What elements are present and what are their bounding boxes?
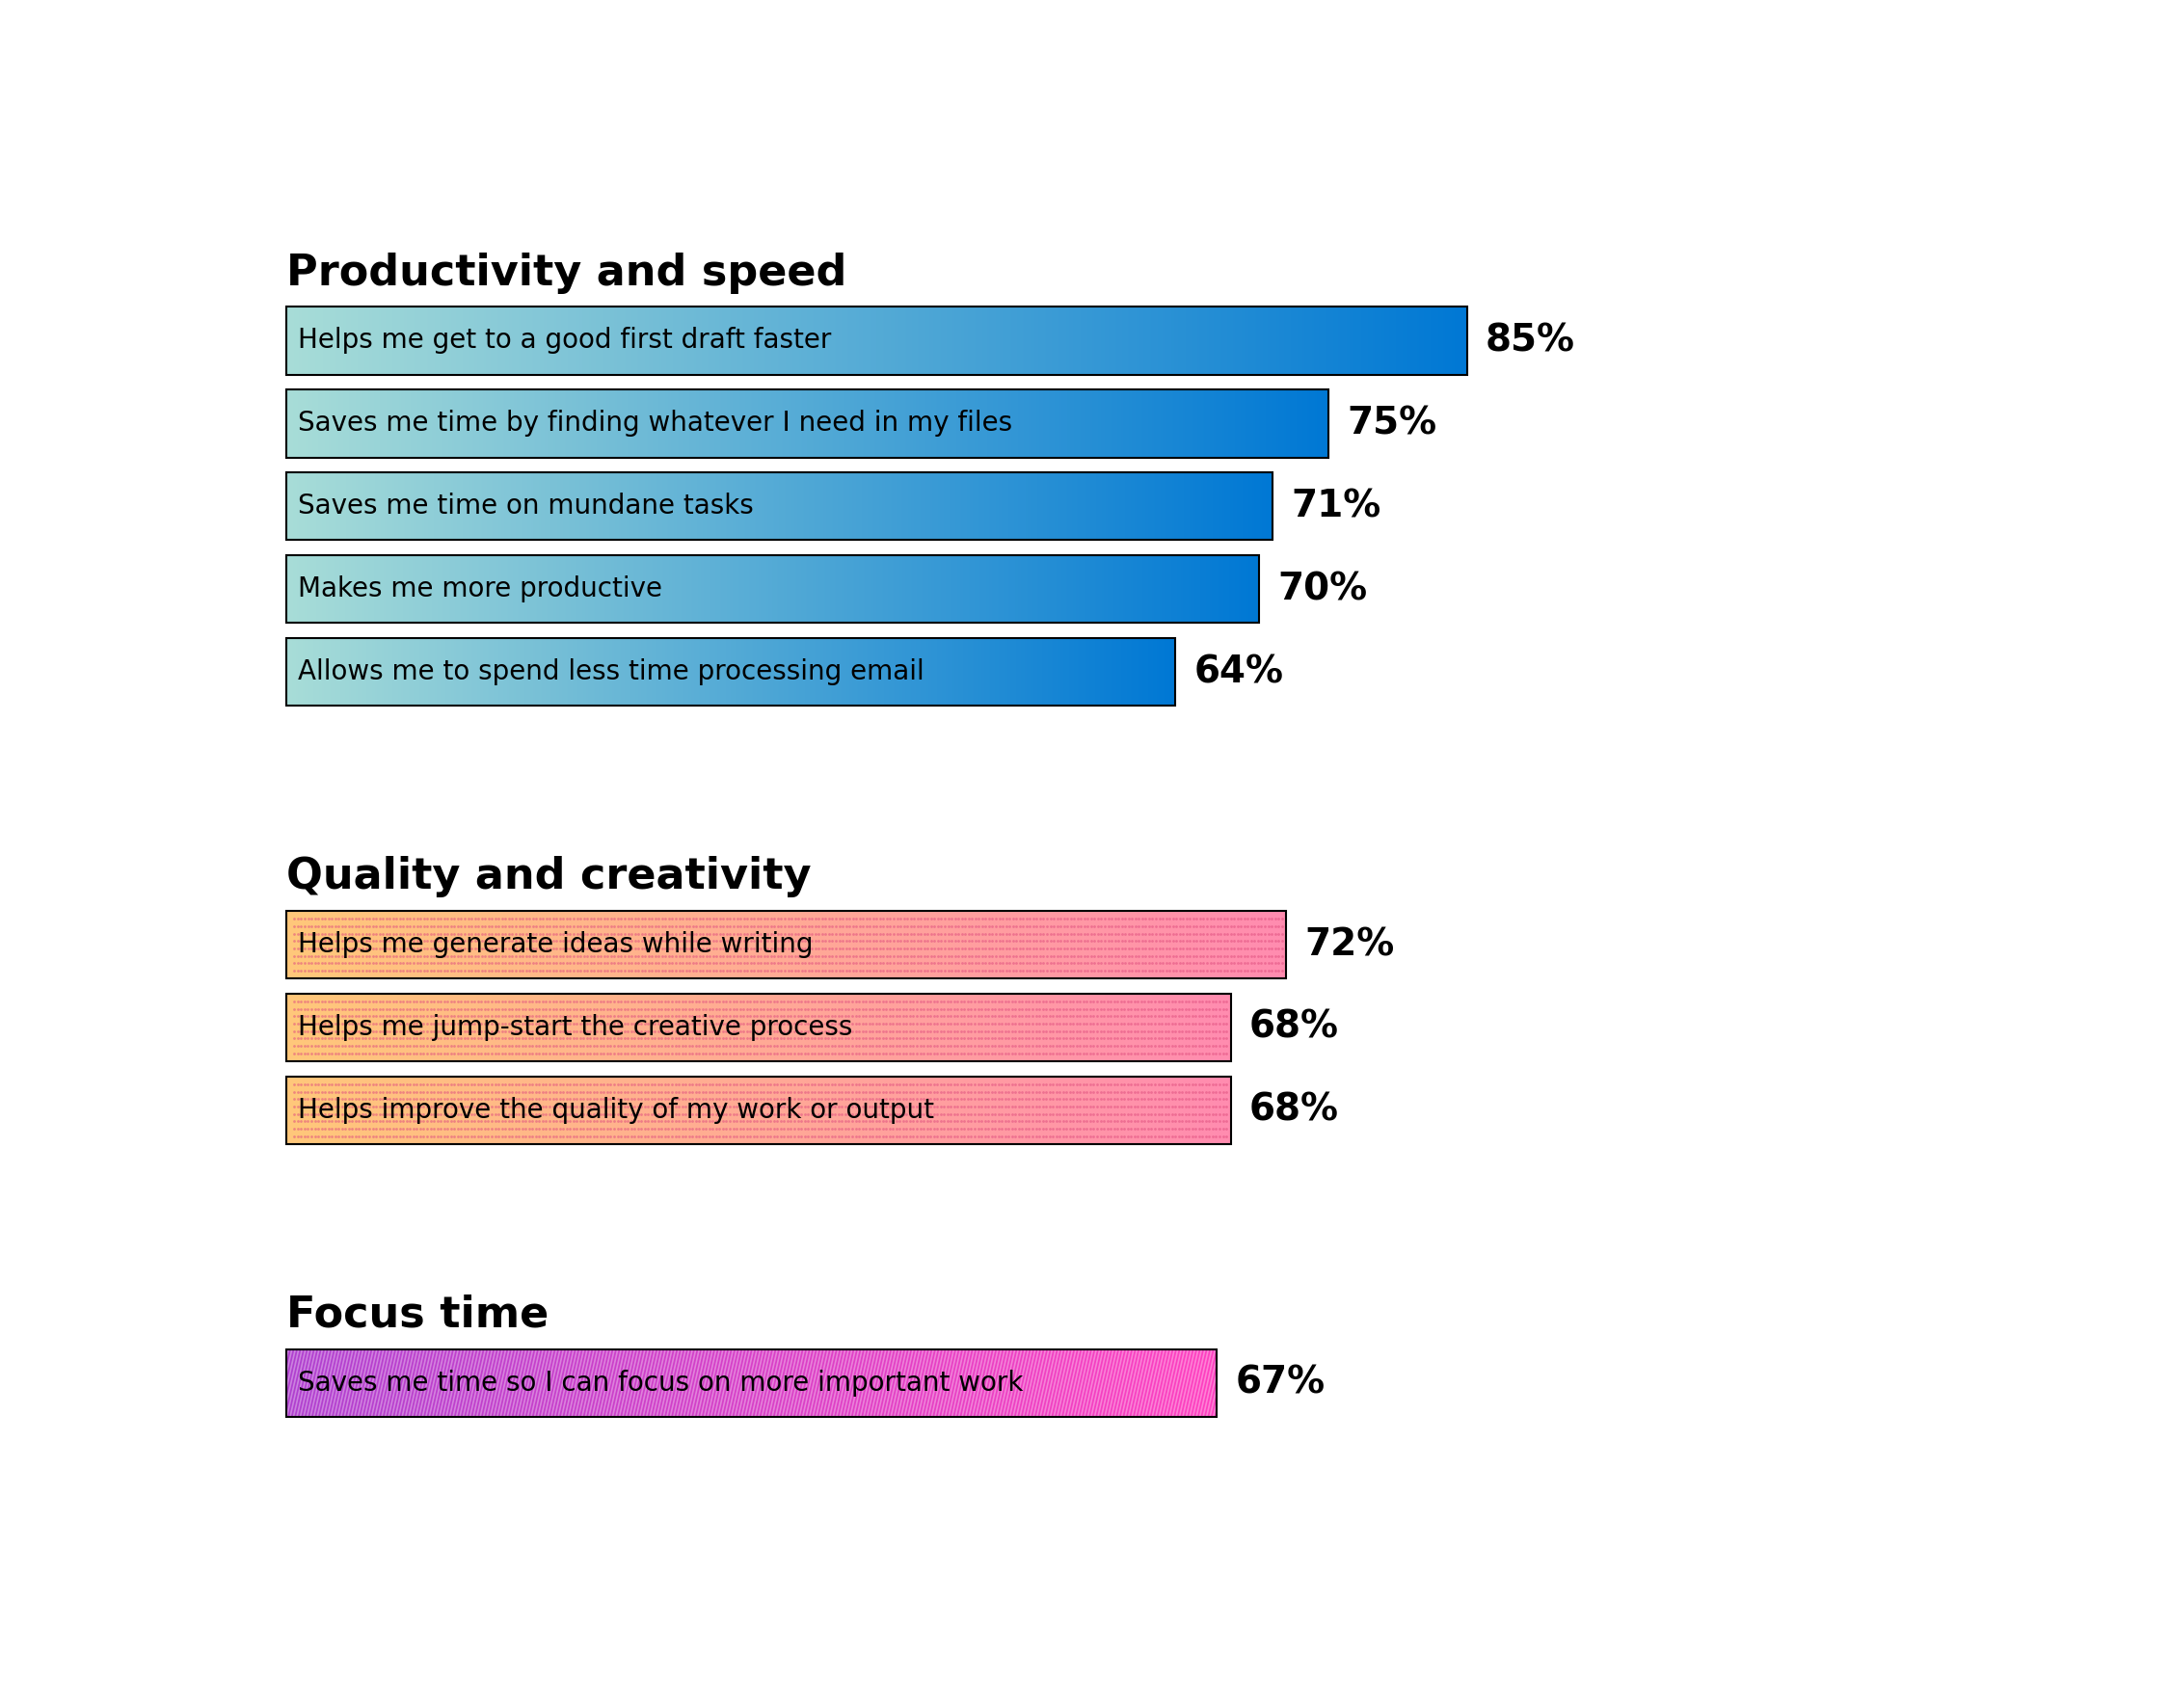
Text: Saves me time so I can focus on more important work: Saves me time so I can focus on more imp… [297,1370,1022,1397]
Bar [286,1076,1230,1144]
Text: Makes me more productive: Makes me more productive [297,576,662,603]
Bar [286,637,1176,705]
Text: Quality and creativity: Quality and creativity [286,856,812,897]
Text: Saves me time on mundane tasks: Saves me time on mundane tasks [297,494,753,519]
Bar [286,307,1467,374]
Text: 64%: 64% [1194,654,1282,690]
Text: Helps me generate ideas while writing: Helps me generate ideas while writing [297,931,814,958]
Text: 68%: 68% [1250,1009,1339,1045]
Bar [286,473,1272,540]
Text: 71%: 71% [1291,488,1380,524]
Bar [286,1349,1217,1418]
Bar [286,910,1287,979]
Text: Allows me to spend less time processing email: Allows me to spend less time processing … [297,658,924,685]
Bar [286,555,1259,623]
Text: Saves me time by finding whatever I need in my files: Saves me time by finding whatever I need… [297,410,1011,437]
Text: 75%: 75% [1348,405,1437,442]
Text: 68%: 68% [1250,1091,1339,1129]
Text: 70%: 70% [1278,570,1367,608]
Text: 72%: 72% [1304,926,1395,963]
Text: Helps improve the quality of my work or output: Helps improve the quality of my work or … [297,1097,933,1124]
Text: Helps me jump-start the creative process: Helps me jump-start the creative process [297,1015,853,1040]
Text: Focus time: Focus time [286,1295,549,1336]
Bar [286,994,1230,1061]
Text: Helps me get to a good first draft faster: Helps me get to a good first draft faste… [297,328,831,354]
Text: 67%: 67% [1235,1365,1326,1401]
Text: 85%: 85% [1486,323,1575,359]
Text: Productivity and speed: Productivity and speed [286,253,846,294]
Bar [286,389,1328,458]
